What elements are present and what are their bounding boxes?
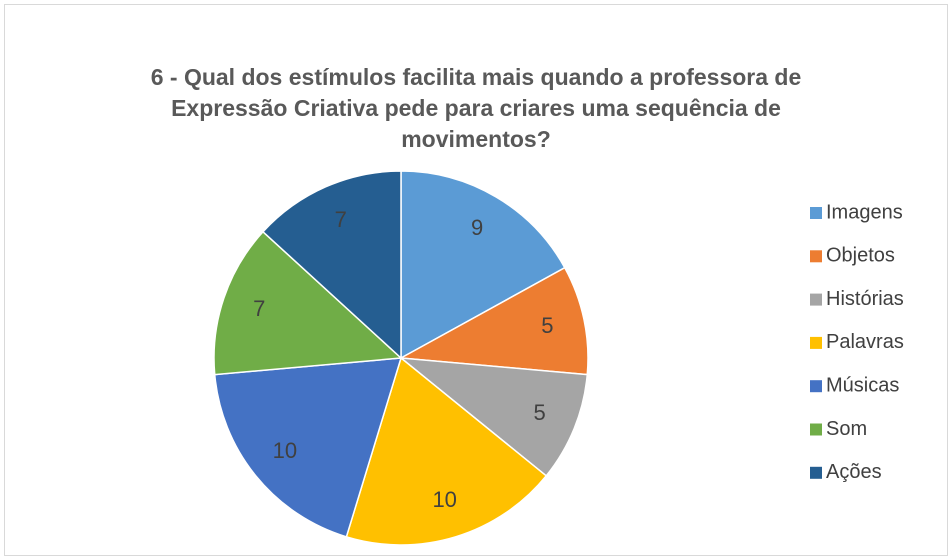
pie-slice xyxy=(398,357,589,477)
legend-label: Som xyxy=(826,418,867,440)
data-label: 10 xyxy=(273,438,297,463)
data-label: 5 xyxy=(541,313,553,338)
legend-label: Histórias xyxy=(826,288,904,310)
legend-swatch xyxy=(810,250,822,263)
data-label: 5 xyxy=(534,400,546,425)
legend-swatch xyxy=(810,293,822,306)
pie-slice xyxy=(213,230,403,376)
legend-label: Imagens xyxy=(826,201,903,223)
data-label: 7 xyxy=(335,207,347,232)
data-label: 9 xyxy=(471,215,483,240)
legend-swatch xyxy=(810,380,822,393)
pie-slice xyxy=(213,357,403,538)
legend-swatch xyxy=(810,207,822,219)
data-label: 7 xyxy=(253,296,265,321)
legend-label: Músicas xyxy=(826,374,899,396)
pie-slice xyxy=(261,170,402,360)
pie-slice xyxy=(398,266,589,376)
legend-swatch xyxy=(810,336,822,349)
legend-swatch xyxy=(810,466,822,479)
chart-title: 6 - Qual dos estímulos facilita mais qua… xyxy=(150,64,802,152)
legend-label: Ações xyxy=(826,461,882,483)
pie-slice xyxy=(400,170,566,360)
legend-swatch xyxy=(810,423,822,436)
legend-label: Palavras xyxy=(826,331,904,353)
pie-slice xyxy=(345,356,548,546)
data-label: 10 xyxy=(432,487,456,512)
legend-label: Objetos xyxy=(826,245,895,267)
